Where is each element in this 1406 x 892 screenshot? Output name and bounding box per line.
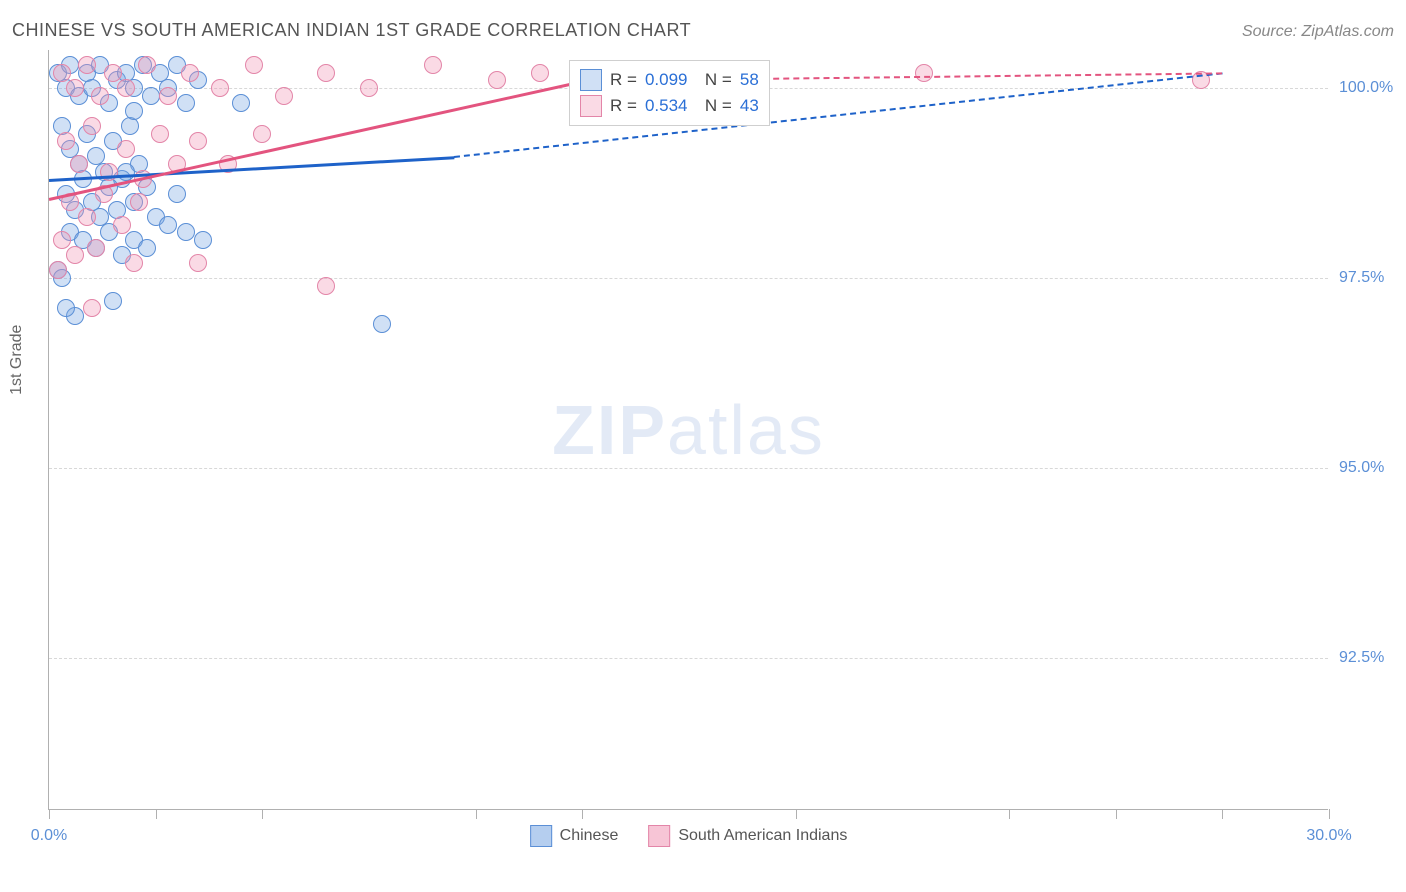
stat-r-label: R = [610, 96, 637, 116]
scatter-point [83, 299, 101, 317]
scatter-plot: ZIPatlas 92.5%95.0%97.5%100.0%0.0%30.0%R… [48, 50, 1328, 810]
scatter-point [53, 64, 71, 82]
scatter-point [189, 132, 207, 150]
scatter-point [232, 94, 250, 112]
scatter-point [915, 64, 933, 82]
scatter-point [121, 117, 139, 135]
scatter-point [360, 79, 378, 97]
scatter-point [83, 117, 101, 135]
chart-header: CHINESE VS SOUTH AMERICAN INDIAN 1ST GRA… [12, 20, 1394, 41]
scatter-point [53, 231, 71, 249]
scatter-point [159, 216, 177, 234]
scatter-point [66, 246, 84, 264]
scatter-point [125, 254, 143, 272]
scatter-point [117, 79, 135, 97]
x-tick [582, 809, 583, 819]
scatter-point [189, 254, 207, 272]
chart-title: CHINESE VS SOUTH AMERICAN INDIAN 1ST GRA… [12, 20, 691, 41]
x-tick [156, 809, 157, 819]
scatter-point [159, 87, 177, 105]
scatter-point [57, 299, 75, 317]
scatter-point [49, 261, 67, 279]
x-tick [49, 809, 50, 819]
y-tick-label: 92.5% [1339, 649, 1384, 667]
scatter-point [317, 64, 335, 82]
x-tick-label: 30.0% [1306, 827, 1351, 845]
y-tick-label: 100.0% [1339, 79, 1393, 97]
scatter-point [78, 56, 96, 74]
correlation-stats-box: R = 0.099 N = 58R = 0.534 N = 43 [569, 60, 770, 126]
scatter-point [275, 87, 293, 105]
scatter-point [104, 292, 122, 310]
gridline-h [49, 278, 1328, 279]
scatter-point [211, 79, 229, 97]
scatter-point [138, 239, 156, 257]
x-tick [796, 809, 797, 819]
stats-swatch [580, 95, 602, 117]
scatter-point [177, 94, 195, 112]
scatter-point [78, 208, 96, 226]
legend-swatch [530, 825, 552, 847]
legend-label: South American Indians [678, 827, 847, 845]
scatter-point [317, 277, 335, 295]
x-tick [1222, 809, 1223, 819]
legend-swatch [648, 825, 670, 847]
scatter-point [104, 64, 122, 82]
stat-n-label: N = [695, 96, 731, 116]
gridline-h [49, 658, 1328, 659]
scatter-point [168, 185, 186, 203]
legend-item: Chinese [530, 825, 619, 847]
chart-legend: Chinese South American Indians [530, 825, 848, 847]
scatter-point [66, 79, 84, 97]
scatter-point [142, 87, 160, 105]
watermark-bold: ZIP [552, 391, 667, 469]
scatter-point [87, 239, 105, 257]
chart-source: Source: ZipAtlas.com [1242, 23, 1394, 41]
scatter-point [488, 71, 506, 89]
x-tick [262, 809, 263, 819]
stats-row: R = 0.099 N = 58 [580, 67, 759, 93]
stat-n-label: N = [695, 70, 731, 90]
gridline-h [49, 468, 1328, 469]
watermark: ZIPatlas [552, 390, 825, 470]
scatter-point [253, 125, 271, 143]
stat-n-value: 58 [740, 70, 759, 90]
y-tick-label: 97.5% [1339, 269, 1384, 287]
x-tick [1329, 809, 1330, 819]
y-axis-label: 1st Grade [8, 325, 26, 395]
scatter-point [130, 193, 148, 211]
scatter-point [91, 87, 109, 105]
x-tick [1009, 809, 1010, 819]
scatter-point [57, 132, 75, 150]
legend-label: Chinese [560, 827, 619, 845]
stats-swatch [580, 69, 602, 91]
scatter-point [151, 125, 169, 143]
scatter-point [117, 140, 135, 158]
scatter-point [125, 102, 143, 120]
scatter-point [177, 223, 195, 241]
scatter-point [373, 315, 391, 333]
scatter-point [113, 216, 131, 234]
legend-item: South American Indians [648, 825, 847, 847]
scatter-point [194, 231, 212, 249]
scatter-point [531, 64, 549, 82]
stat-r-label: R = [610, 70, 637, 90]
scatter-point [424, 56, 442, 74]
x-tick-label: 0.0% [31, 827, 67, 845]
watermark-light: atlas [667, 391, 825, 469]
scatter-point [181, 64, 199, 82]
scatter-point [245, 56, 263, 74]
y-tick-label: 95.0% [1339, 459, 1384, 477]
x-tick [476, 809, 477, 819]
x-tick [1116, 809, 1117, 819]
scatter-point [138, 56, 156, 74]
stat-r-value: 0.099 [645, 70, 688, 90]
stat-n-value: 43 [740, 96, 759, 116]
scatter-point [70, 155, 88, 173]
stat-r-value: 0.534 [645, 96, 688, 116]
stats-row: R = 0.534 N = 43 [580, 93, 759, 119]
